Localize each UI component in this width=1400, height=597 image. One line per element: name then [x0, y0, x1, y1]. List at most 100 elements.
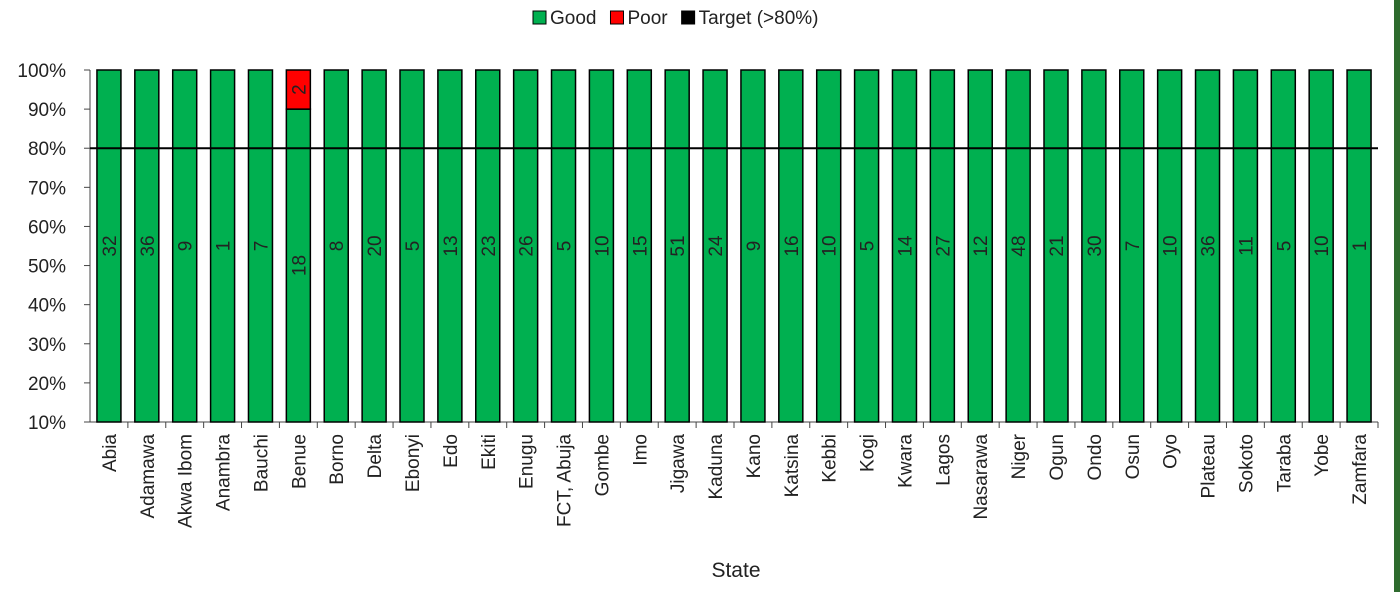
legend-label: Good: [550, 8, 596, 29]
data-label: 9: [744, 241, 765, 252]
data-label: 8: [327, 241, 348, 252]
data-label: 10: [820, 235, 841, 256]
legend-swatch: [609, 10, 624, 25]
bar-segment: [588, 69, 615, 423]
x-tick-label: Adamawa: [138, 434, 159, 519]
bar-segment: [1308, 69, 1334, 423]
bar-segment: [929, 69, 956, 423]
bar-segment: [815, 69, 842, 423]
x-tick-label: Bauchi: [251, 434, 272, 492]
y-tick-label: 50%: [28, 257, 66, 278]
data-label: 15: [630, 235, 651, 256]
x-axis-title: State: [711, 559, 760, 582]
data-label: 11: [1236, 236, 1257, 256]
y-tick-label: 40%: [28, 296, 66, 317]
x-tick-label: Yobe: [1312, 434, 1333, 477]
bar-segment: [1081, 69, 1107, 423]
data-label: 48: [1009, 235, 1030, 256]
x-tick-label: Ekiti: [479, 434, 500, 470]
frame-edge: [1394, 0, 1400, 592]
x-tick-label: Kaduna: [706, 434, 727, 500]
data-label: 7: [1123, 241, 1144, 252]
legend-label: Target (>80%): [699, 8, 819, 29]
x-tick-label: Zamfara: [1350, 434, 1371, 505]
x-tick-label: Niger: [1009, 433, 1030, 479]
bar-segment: [1346, 69, 1372, 423]
y-tick-label: 30%: [28, 335, 66, 356]
y-tick-label: 90%: [28, 100, 66, 121]
bar-segment: [285, 69, 312, 110]
data-label: 10: [592, 235, 613, 256]
x-tick-label: Ondo: [1085, 434, 1106, 480]
data-label: 23: [479, 235, 500, 256]
data-label: 5: [555, 241, 576, 252]
bar-segment: [550, 69, 577, 423]
x-tick-label: Borno: [327, 434, 348, 485]
x-tick-label: Anambra: [214, 434, 235, 512]
bar-segment: [361, 69, 387, 423]
bar-segment: [967, 69, 993, 423]
bar-segment: [778, 69, 804, 423]
bar-segment: [134, 69, 160, 423]
data-label: 26: [517, 235, 538, 256]
bar-segment: [1156, 69, 1183, 423]
legend-swatch: [681, 10, 696, 25]
bar-segment: [1232, 69, 1259, 423]
x-tick-label: Kwara: [895, 434, 916, 488]
x-tick-label: Benue: [289, 434, 310, 489]
data-label: 9: [176, 241, 197, 252]
data-label: 30: [1085, 235, 1106, 256]
data-label: 13: [441, 235, 462, 256]
bar-segment: [475, 69, 501, 423]
data-label: 16: [782, 235, 803, 256]
data-label: 27: [933, 235, 954, 256]
x-tick-label: Osun: [1123, 434, 1144, 479]
bar-segment: [1043, 69, 1069, 423]
data-label: 32: [100, 235, 121, 256]
bar-segment: [247, 69, 274, 423]
legend-swatch: [532, 10, 547, 25]
bar-segment: [399, 69, 425, 423]
x-tick-label: Kebbi: [820, 434, 841, 483]
x-tick-label: Plateau: [1199, 434, 1220, 498]
x-tick-label: FCT, Abuja: [555, 434, 576, 527]
data-label: 5: [858, 241, 879, 252]
x-tick-label: Ogun: [1047, 434, 1068, 480]
data-label: 12: [971, 235, 992, 256]
data-label: 1: [1350, 241, 1371, 252]
bar-segment: [512, 69, 539, 423]
bar-segment: [209, 69, 236, 423]
data-label: 24: [706, 235, 727, 257]
x-tick-label: Ebonyi: [403, 434, 424, 492]
x-tick-label: Akwa Ibom: [176, 434, 197, 528]
x-tick-label: Sokoto: [1236, 434, 1257, 493]
x-tick-label: Imo: [630, 434, 651, 466]
x-tick-label: Kano: [744, 434, 765, 478]
data-label: 5: [1274, 241, 1295, 252]
bar-segment: [323, 69, 349, 423]
data-label: 20: [365, 235, 386, 256]
x-tick-label: Enugu: [517, 434, 538, 489]
x-tick-label: Abia: [100, 434, 121, 472]
x-tick-label: Edo: [441, 434, 462, 468]
y-tick-label: 80%: [28, 139, 66, 160]
data-label: 7: [251, 241, 272, 252]
bar-segment: [891, 69, 918, 423]
data-label: 14: [895, 235, 916, 257]
data-label: 21: [1047, 235, 1068, 256]
data-label: 36: [1199, 235, 1220, 256]
y-tick-label: 100%: [17, 61, 66, 82]
x-tick-label: Kogi: [858, 434, 879, 472]
y-tick-label: 70%: [28, 178, 66, 199]
data-label: 36: [138, 235, 159, 256]
x-tick-label: Gombe: [592, 434, 613, 496]
data-label: 1: [214, 241, 235, 252]
bar-segment: [285, 108, 312, 423]
x-tick-label: Delta: [365, 434, 386, 479]
bar-segment: [1194, 69, 1221, 423]
legend-label: Poor: [627, 8, 668, 29]
bar-segment: [853, 69, 880, 423]
bar-segment: [1270, 69, 1297, 423]
